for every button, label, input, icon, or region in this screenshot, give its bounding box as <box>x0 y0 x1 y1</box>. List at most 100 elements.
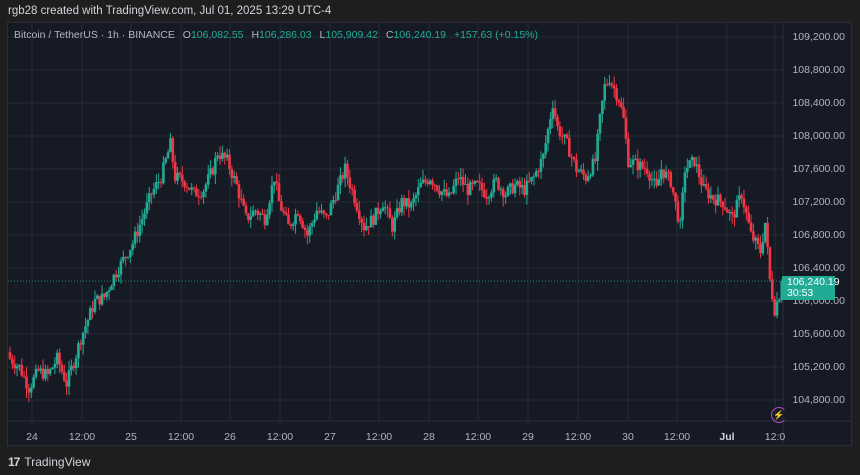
candle-body <box>216 155 219 158</box>
candle-body <box>450 192 453 194</box>
candle-body <box>263 214 267 226</box>
candle-body <box>402 198 406 207</box>
candle-body <box>230 169 234 179</box>
candle-body <box>138 224 142 236</box>
candle-body <box>492 179 496 193</box>
price-tick-label: 107,600.00 <box>792 163 845 175</box>
candle-body <box>112 274 116 287</box>
candle-body <box>287 214 290 225</box>
candle-body <box>204 184 208 192</box>
candle-body <box>560 136 564 138</box>
price-tick-label: 108,800.00 <box>792 64 845 76</box>
close-label: C <box>385 29 394 41</box>
candle-body <box>346 163 349 178</box>
candle-body <box>589 175 592 177</box>
candle-body <box>62 371 66 381</box>
candle-body <box>475 181 479 183</box>
candle-body <box>775 301 779 316</box>
candle-body <box>457 178 460 180</box>
candle-body <box>152 188 156 195</box>
candle-body <box>438 190 441 195</box>
candle-body <box>348 177 352 188</box>
price-tick-label: 105,600.00 <box>792 328 845 340</box>
candle-body <box>155 182 158 189</box>
candle-body <box>641 161 644 168</box>
candle-body <box>778 299 781 302</box>
candle-body <box>202 191 205 197</box>
candle-body <box>242 198 245 206</box>
time-tick-label: 12:00 <box>167 431 195 443</box>
candle-body <box>258 213 262 215</box>
price-tick-label: 106,400.00 <box>792 262 845 274</box>
candle-body <box>752 231 755 241</box>
candle-body <box>645 168 649 174</box>
candle-body <box>119 260 123 275</box>
candle-body <box>185 186 189 188</box>
candle-body <box>273 181 276 186</box>
candle-body <box>440 191 444 195</box>
candle-body <box>374 207 378 225</box>
candle-body <box>249 216 253 220</box>
candle-body <box>34 368 38 378</box>
candle-body <box>773 299 776 316</box>
candle-body <box>497 177 500 190</box>
candle-body <box>58 352 61 365</box>
candle-body <box>669 172 673 188</box>
candle-body <box>627 138 630 167</box>
candle-body <box>667 171 670 173</box>
candle-body <box>634 158 637 160</box>
candle-body <box>296 213 300 216</box>
low-label: L <box>319 29 326 41</box>
price-tick-label: 105,200.00 <box>792 361 845 373</box>
candle-body <box>414 195 418 199</box>
price-tick-label: 109,200.00 <box>792 31 845 43</box>
candle-body <box>110 286 113 291</box>
candle-body <box>586 176 590 181</box>
candle-body <box>700 177 703 186</box>
candle-body <box>114 274 118 278</box>
candle-body <box>511 183 514 194</box>
lightning-event-icon[interactable]: ⚡ <box>771 407 787 423</box>
candle-body <box>383 207 387 209</box>
candle-body <box>629 164 632 167</box>
candle-body <box>584 174 588 181</box>
candle-body <box>190 187 194 190</box>
candle-body <box>197 196 201 198</box>
symbol-label: Bitcoin / TetherUS · 1h · BINANCE <box>14 29 175 41</box>
candle-body <box>676 201 680 222</box>
candle-body <box>770 279 774 300</box>
candle-body <box>721 201 725 208</box>
candle-body <box>435 185 439 191</box>
candle-body <box>619 102 623 108</box>
candle-body <box>136 231 139 236</box>
time-tick-label: 12:00 <box>266 431 294 443</box>
candle-body <box>93 298 97 312</box>
candle-body <box>558 126 562 137</box>
candle-body <box>214 157 217 175</box>
candle-body <box>298 215 302 222</box>
candle-body <box>268 203 271 215</box>
candle-body <box>341 175 345 179</box>
candle-body <box>22 375 26 377</box>
candle-body <box>100 293 104 305</box>
candle-body <box>442 189 446 192</box>
candle-body <box>480 183 484 191</box>
candle-body <box>452 185 455 193</box>
low-value: 105,909.42 <box>325 29 378 41</box>
candle-body <box>157 182 160 184</box>
candle-body <box>176 172 179 181</box>
candle-body <box>180 174 184 182</box>
candle-body <box>218 155 222 160</box>
candle-body <box>294 213 297 225</box>
candle-body <box>327 215 330 217</box>
candle-body <box>48 369 52 374</box>
candle-body <box>77 343 80 359</box>
candle-body <box>412 198 415 203</box>
candle-body <box>542 154 545 160</box>
candle-body <box>209 168 212 175</box>
candle-body <box>183 181 186 187</box>
candle-body <box>662 169 666 178</box>
candle-body <box>25 376 28 389</box>
candle-body <box>145 202 149 214</box>
